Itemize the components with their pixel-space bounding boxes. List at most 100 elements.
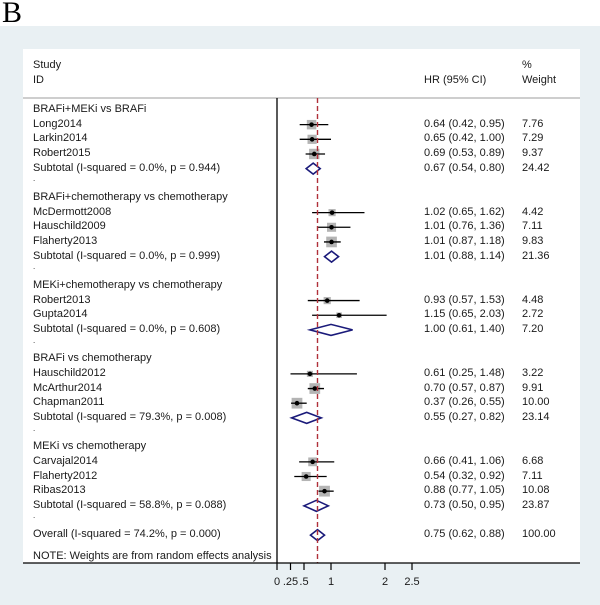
study-point [324,298,330,303]
subtotal-label: Subtotal (I-squared = 58.8%, p = 0.088) [33,498,227,511]
study-point [329,239,334,245]
study-weight: 7.11 [522,469,543,482]
group-separator: . [33,423,36,433]
overall-diamond [309,528,326,542]
study-effect: 0.70 (0.57, 0.87) [424,381,505,394]
group-title: BRAFi vs chemotherapy [33,352,152,365]
study-label: Long2014 [33,117,82,130]
study-label: Robert2013 [33,293,91,306]
subtotal-label: Subtotal (I-squared = 0.0%, p = 0.944) [33,161,221,174]
subtotal-label: Subtotal (I-squared = 0.0%, p = 0.608) [33,322,221,335]
subtotal-weight: 24.42 [522,161,550,174]
study-weight: 6.68 [522,454,544,467]
overall-weight: 100.00 [522,528,556,541]
panel-label: B [2,0,23,29]
study-effect: 0.54 (0.32, 0.92) [424,469,505,482]
study-label: McDermott2008 [33,205,112,218]
study-effect: 0.66 (0.41, 1.06) [424,454,505,467]
overall-label: Overall (I-squared = 74.2%, p = 0.000) [33,528,221,541]
subtotal-diamond [304,162,322,176]
group-title: MEKi+chemotherapy vs chemotherapy [33,278,223,291]
study-point [307,371,313,377]
study-label: Gupta2014 [33,308,88,321]
study-effect: 0.65 (0.42, 1.00) [424,132,505,145]
x-tick-label: 2.5 [404,576,420,588]
study-effect: 1.02 (0.65, 1.62) [424,205,505,218]
group-separator: . [33,511,36,521]
study-point [309,122,314,127]
plot-panel [23,49,580,563]
subtotal-diamond [302,499,331,513]
study-point [310,459,315,465]
group-title: BRAFi+MEKi vs BRAFi [33,103,147,115]
subtotal-label: Subtotal (I-squared = 79.3%, p = 0.008) [33,410,227,423]
study-point [322,488,327,494]
study-effect: 1.01 (0.76, 1.36) [424,220,505,233]
study-label: Flaherty2012 [33,469,98,482]
subtotal-label: Subtotal (I-squared = 0.0%, p = 0.999) [33,249,221,262]
header-weight: Weight [522,74,557,86]
study-label: Carvajal2014 [33,454,98,467]
study-weight: 7.76 [522,117,544,130]
study-label: Robert2015 [33,146,91,159]
subtotal-effect: 0.55 (0.27, 0.82) [424,410,505,423]
x-tick-label: 0 [273,576,281,588]
study-label: Chapman2011 [33,396,105,409]
study-effect: 0.37 (0.26, 0.55) [424,396,505,409]
footnote: NOTE: Weights are from random effects an… [33,550,272,562]
study-point [329,224,334,230]
study-effect: 0.61 (0.25, 1.48) [424,366,505,379]
study-point [294,400,300,406]
subtotal-weight: 23.87 [522,498,550,511]
study-weight: 3.22 [522,366,544,379]
group-title: MEKi vs chemotherapy [33,440,147,453]
group-separator: . [33,262,36,272]
study-weight: 4.48 [522,293,544,306]
study-effect: 0.88 (0.77, 1.05) [424,484,505,497]
study-effect: 0.93 (0.57, 1.53) [424,293,505,306]
subtotal-diamond [289,411,324,425]
subtotal-weight: 21.36 [522,249,550,262]
subtotal-weight: 23.14 [522,410,550,423]
study-point [309,137,315,142]
study-label: Hauschild2012 [33,366,106,379]
subtotal-diamond [323,250,340,264]
study-weight: 2.72 [522,308,544,321]
study-point [311,151,317,157]
group-separator: . [33,335,36,345]
study-label: Hauschild2009 [33,220,106,233]
subtotal-effect: 0.67 (0.54, 0.80) [424,161,505,174]
header-id: ID [33,74,44,86]
study-weight: 9.91 [522,381,544,394]
study-effect: 1.01 (0.87, 1.18) [424,234,505,247]
study-label: Flaherty2013 [33,234,98,247]
overall-effect: 0.75 (0.62, 0.88) [424,528,505,541]
header-study: Study [33,59,62,71]
x-tick-label: .5 [299,576,309,588]
header-effect: HR (95% CI) [424,74,487,86]
study-point [312,386,318,391]
study-point [336,312,342,318]
header-weight-pct: % [522,59,532,71]
study-weight: 7.11 [522,220,543,233]
study-weight: 10.08 [522,484,550,497]
study-label: McArthur2014 [33,381,103,394]
study-point [329,210,335,215]
subtotal-effect: 0.73 (0.50, 0.95) [424,498,505,511]
subtotal-effect: 1.00 (0.61, 1.40) [424,322,505,335]
x-tick-label: 1 [327,576,335,588]
study-effect: 0.64 (0.42, 0.95) [424,117,505,130]
study-effect: 0.69 (0.53, 0.89) [424,146,505,159]
study-effect: 1.15 (0.65, 2.03) [424,308,505,321]
study-label: Larkin2014 [33,132,88,145]
study-weight: 4.42 [522,205,544,218]
study-weight: 7.29 [522,132,544,145]
group-separator: . [33,174,36,184]
study-weight: 10.00 [522,396,550,409]
x-tick-label: 2 [381,576,389,588]
subtotal-effect: 1.01 (0.88, 1.14) [424,249,505,262]
group-title: BRAFi+chemotherapy vs chemotherapy [33,190,228,203]
subtotal-diamond [306,323,353,337]
study-label: Ribas2013 [33,484,86,497]
